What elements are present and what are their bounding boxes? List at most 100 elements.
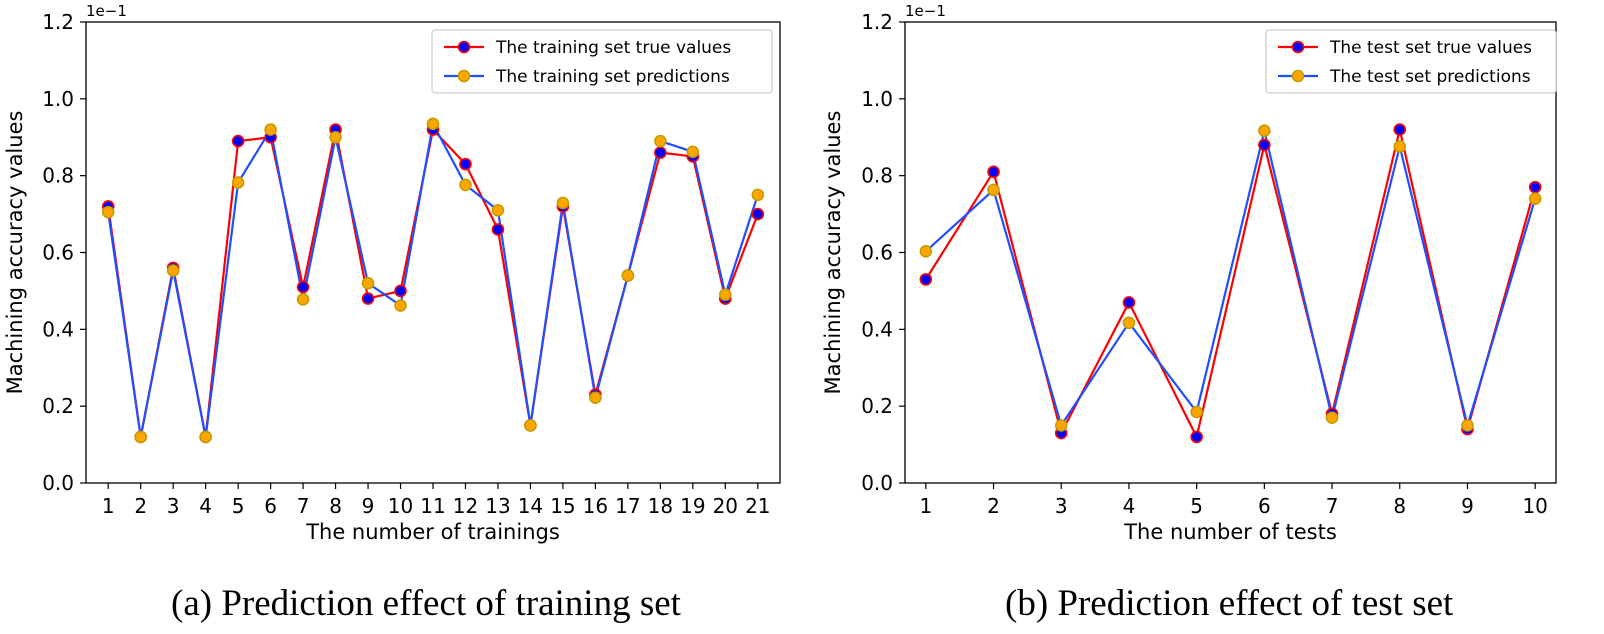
x-tick-label: 6: [1258, 494, 1271, 518]
x-tick-label: 18: [648, 494, 673, 518]
y-tick-label: 0.8: [42, 164, 74, 188]
y-tick-label: 0.4: [861, 317, 893, 341]
legend-marker: [457, 40, 471, 54]
legend-marker: [1291, 69, 1305, 83]
x-tick-label: 4: [199, 494, 212, 518]
data-point-prediction: [361, 276, 375, 290]
data-point-true-value: [1122, 296, 1136, 309]
x-axis-label: The number of tests: [1123, 520, 1337, 544]
x-tick-label: 20: [713, 494, 738, 518]
data-point-prediction: [987, 183, 1000, 197]
data-point-true-value: [751, 207, 765, 221]
data-point-prediction: [426, 117, 440, 131]
data-point-prediction: [589, 391, 602, 405]
x-tick-label: 13: [485, 494, 510, 518]
legend-marker: [457, 69, 471, 83]
data-point-prediction: [654, 134, 667, 148]
x-tick-label: 7: [297, 494, 310, 518]
data-point-true-value: [654, 146, 667, 159]
legend-entry: The training set true values: [495, 38, 731, 58]
x-tick-label: 9: [1461, 494, 1474, 518]
caption-test-set: (b) Prediction effect of test set: [1005, 583, 1454, 624]
data-point-true-value: [1528, 180, 1542, 194]
data-point-prediction: [459, 178, 472, 192]
data-point-prediction: [919, 245, 933, 258]
data-point-prediction: [394, 299, 407, 312]
x-tick-label: 7: [1326, 494, 1339, 518]
legend-box: [431, 29, 773, 94]
x-tick-label: 2: [987, 494, 1000, 518]
y-tick-label: 0.2: [861, 394, 893, 418]
x-tick-label: 16: [583, 494, 608, 518]
data-point-true-value: [394, 284, 407, 298]
data-point-prediction: [686, 145, 700, 159]
data-point-true-value: [919, 273, 933, 286]
data-point-prediction: [1122, 316, 1136, 330]
data-point-prediction: [166, 264, 180, 277]
x-axis-label: The number of trainings: [305, 520, 560, 544]
y-scale-label: 1e−1: [905, 2, 946, 20]
y-tick-label: 0.0: [861, 471, 893, 495]
x-tick-label: 9: [362, 494, 375, 518]
legend-entry: The test set predictions: [1329, 67, 1531, 87]
data-point-prediction: [264, 123, 277, 136]
x-tick-label: 15: [550, 494, 575, 518]
series-line-predictions: [925, 129, 1537, 427]
x-tick-label: 2: [134, 494, 147, 518]
data-point-true-value: [1258, 138, 1271, 152]
x-tick-label: 21: [745, 494, 770, 518]
y-tick-label: 1.2: [861, 10, 893, 34]
data-point-prediction: [1190, 405, 1203, 419]
chart-panel-1: 0.00.20.40.60.81.01.21 2 3 4 5 6 7 8 9 10 11 12 13 14…: [3, 2, 781, 544]
data-point-prediction: [491, 203, 505, 217]
legend-entry: The test set true values: [1329, 38, 1532, 58]
y-tick-label: 1.0: [42, 87, 74, 111]
x-tick-label: 3: [1055, 494, 1068, 518]
x-tick-label: 5: [1190, 494, 1203, 518]
x-tick-label: 17: [615, 494, 640, 518]
y-tick-label: 1.0: [861, 87, 893, 111]
x-tick-label: 12: [453, 494, 478, 518]
data-point-prediction: [296, 293, 310, 306]
data-point-prediction: [621, 269, 635, 282]
data-point-true-value: [459, 157, 472, 171]
y-tick-label: 0.6: [861, 241, 893, 265]
y-axis-label: Machining accuracy values: [3, 111, 27, 395]
data-point-prediction: [1325, 411, 1339, 424]
y-scale-label: 1e−1: [86, 2, 127, 20]
x-tick-label: 3: [167, 494, 180, 518]
x-tick-label: 1: [102, 494, 115, 518]
data-point-prediction: [1528, 192, 1542, 206]
data-point-prediction: [199, 430, 212, 444]
series-line-true-values: [924, 128, 1537, 438]
x-tick-label: 14: [518, 494, 543, 518]
data-point-prediction: [1461, 419, 1474, 432]
series-line-predictions: [107, 122, 759, 438]
data-point-prediction: [329, 130, 342, 144]
x-tick-label: 19: [680, 494, 705, 518]
data-point-prediction: [1258, 124, 1271, 138]
data-point-true-value: [296, 280, 310, 294]
x-tick-label: 5: [232, 494, 245, 518]
y-tick-label: 0.0: [42, 471, 74, 495]
data-point-true-value: [1190, 430, 1203, 444]
data-point-prediction: [101, 205, 115, 219]
x-tick-label: 1: [919, 494, 932, 518]
y-tick-label: 0.4: [42, 317, 74, 341]
x-tick-label: 10: [388, 494, 413, 518]
data-point-prediction: [751, 188, 765, 202]
x-tick-label: 6: [264, 494, 277, 518]
data-point-prediction: [556, 196, 570, 210]
y-tick-label: 0.2: [42, 394, 74, 418]
data-point-true-value: [987, 165, 1000, 179]
data-point-prediction: [231, 176, 245, 189]
legend-entry: The training set predictions: [495, 67, 730, 87]
legend: The training set true values The training…: [431, 29, 773, 94]
y-tick-label: 1.2: [42, 10, 74, 34]
x-tick-label: 11: [420, 494, 445, 518]
data-point-true-value: [491, 223, 505, 236]
y-axis-label: Machining accuracy values: [821, 111, 845, 395]
data-point-prediction: [1054, 419, 1068, 432]
y-tick-label: 0.6: [42, 241, 74, 265]
